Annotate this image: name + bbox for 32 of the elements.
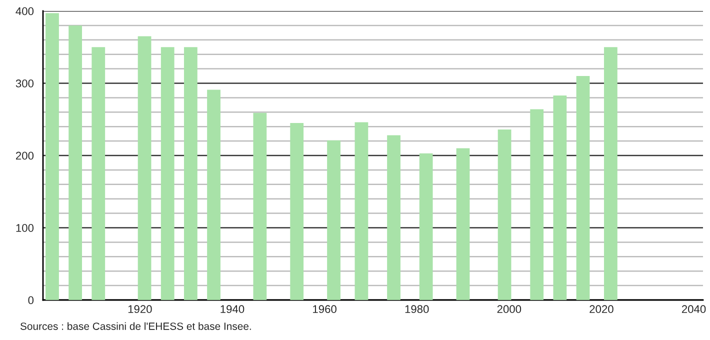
- x-tick-label: 1960: [313, 305, 336, 314]
- x-tick-label: 2020: [590, 305, 614, 314]
- bar: [46, 13, 59, 300]
- bar: [456, 148, 470, 300]
- bar: [419, 153, 433, 300]
- bar: [290, 122, 304, 300]
- bar: [604, 47, 618, 300]
- bar: [160, 47, 174, 300]
- bar: [553, 96, 567, 300]
- bar: [354, 122, 368, 300]
- x-tick-label: 1980: [405, 305, 429, 314]
- bar: [68, 25, 82, 300]
- x-tick-label: 1940: [220, 305, 244, 314]
- y-tick-label: 400: [16, 7, 34, 16]
- bar: [253, 112, 267, 300]
- y-tick-label: 300: [16, 80, 34, 88]
- y-tick-label: 0: [28, 296, 34, 304]
- x-tick-label: 2040: [682, 305, 706, 314]
- bar: [207, 90, 220, 300]
- y-tick-label: 100: [16, 224, 34, 232]
- bar: [498, 129, 512, 300]
- bar: [138, 36, 152, 300]
- x-tick-label: 2000: [497, 305, 522, 314]
- y-tick-label: 200: [16, 152, 34, 160]
- bar: [387, 135, 400, 300]
- bar: [327, 140, 340, 300]
- bar: [184, 47, 198, 300]
- source-note: Sources : base Cassini de l'EHESS et base Insee.: [20, 322, 251, 330]
- x-tick-label: 1920: [128, 305, 152, 314]
- bar: [576, 76, 590, 300]
- bar: [530, 109, 544, 300]
- bar: [92, 47, 106, 300]
